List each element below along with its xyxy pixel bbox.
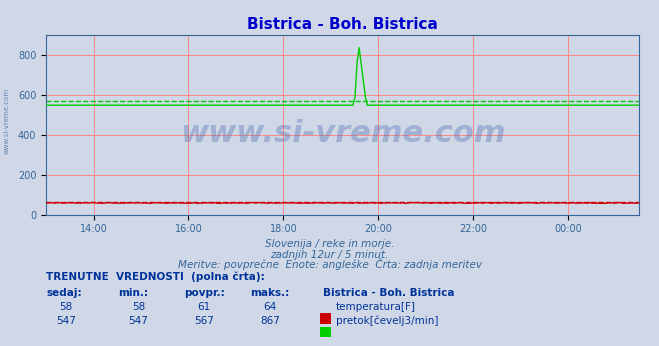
Text: www.si-vreme.com: www.si-vreme.com <box>180 119 505 148</box>
Text: 64: 64 <box>264 302 277 312</box>
Text: www.si-vreme.com: www.si-vreme.com <box>3 88 10 154</box>
Text: TRENUTNE  VREDNOSTI  (polna črta):: TRENUTNE VREDNOSTI (polna črta): <box>46 272 265 282</box>
Text: temperatura[F]: temperatura[F] <box>336 302 416 312</box>
Text: povpr.:: povpr.: <box>185 288 225 298</box>
Text: 61: 61 <box>198 302 211 312</box>
Text: 58: 58 <box>132 302 145 312</box>
Text: 547: 547 <box>56 316 76 326</box>
Text: maks.:: maks.: <box>250 288 290 298</box>
Text: pretok[čevelj3/min]: pretok[čevelj3/min] <box>336 315 439 326</box>
Text: Slovenija / reke in morje.: Slovenija / reke in morje. <box>265 239 394 249</box>
Text: 867: 867 <box>260 316 280 326</box>
Text: Bistrica - Boh. Bistrica: Bistrica - Boh. Bistrica <box>323 288 455 298</box>
Text: 567: 567 <box>194 316 214 326</box>
Text: min.:: min.: <box>119 288 149 298</box>
Text: zadnjih 12ur / 5 minut.: zadnjih 12ur / 5 minut. <box>270 250 389 260</box>
Text: sedaj:: sedaj: <box>46 288 82 298</box>
Text: 58: 58 <box>59 302 72 312</box>
Title: Bistrica - Boh. Bistrica: Bistrica - Boh. Bistrica <box>247 17 438 32</box>
Text: 547: 547 <box>129 316 148 326</box>
Text: Meritve: povprečne  Enote: angleške  Črta: zadnja meritev: Meritve: povprečne Enote: angleške Črta:… <box>177 258 482 270</box>
